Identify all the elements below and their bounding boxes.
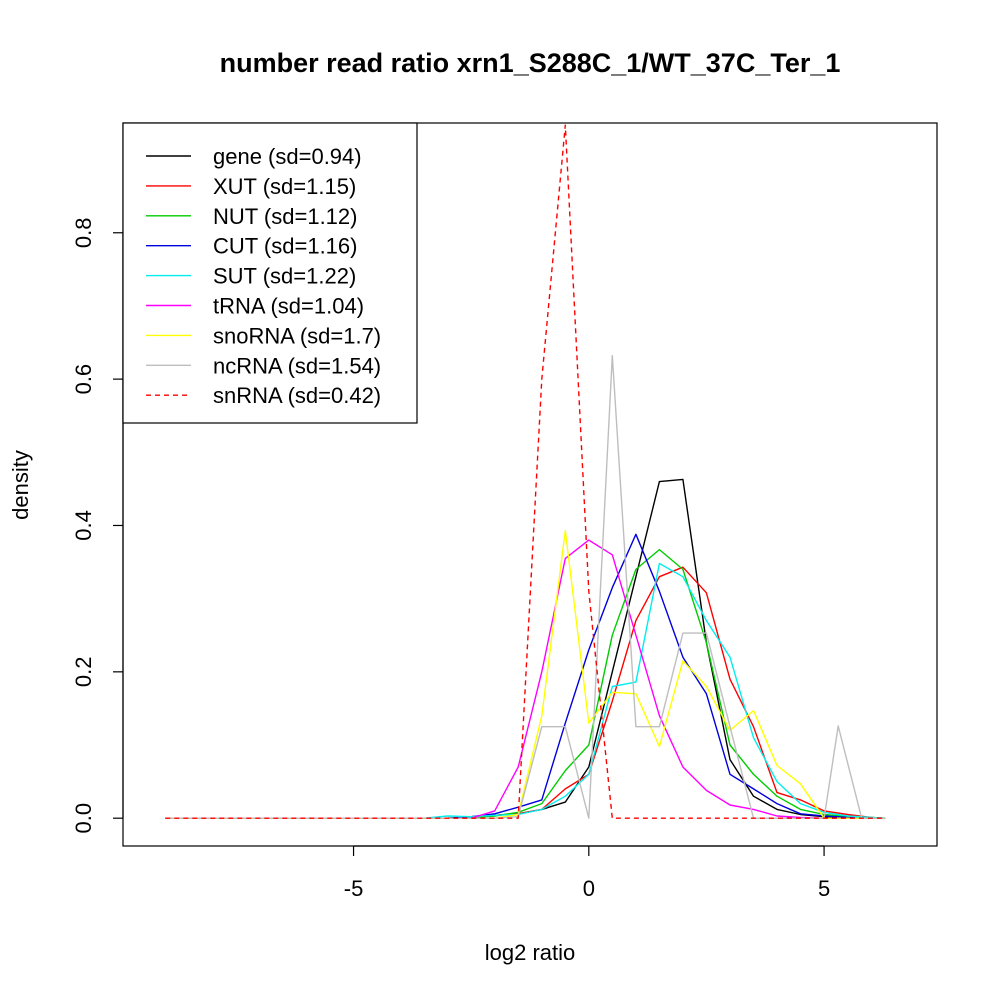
legend-entry-label: ncRNA (sd=1.54) (213, 353, 381, 378)
series-line-3 (165, 533, 886, 819)
legend-entry-label: tRNA (sd=1.04) (213, 294, 364, 319)
legend-entry-label: XUT (sd=1.15) (213, 174, 356, 199)
legend-box (122, 122, 418, 424)
y-tick-label: 0.2 (71, 657, 96, 688)
series-line-8 (165, 124, 886, 819)
y-tick-label: 0.6 (71, 364, 96, 395)
legend-entry-label: gene (sd=0.94) (213, 144, 362, 169)
x-tick-label: 5 (818, 876, 830, 901)
chart-title: number read ratio xrn1_S288C_1/WT_37C_Te… (220, 48, 841, 78)
x-axis: -5 0 5 (344, 845, 830, 901)
series-line-0 (165, 478, 886, 819)
legend-entry-label: snoRNA (sd=1.7) (213, 323, 381, 348)
series-line-4 (165, 562, 886, 819)
legend-entry-label: CUT (sd=1.16) (213, 234, 357, 259)
x-axis-label: log2 ratio (485, 940, 576, 965)
y-axis: 0.0 0.2 0.4 0.6 0.8 (71, 217, 124, 834)
series-line-7 (165, 355, 886, 819)
y-tick-label: 0.8 (71, 217, 96, 248)
x-tick-label: -5 (344, 876, 364, 901)
series-line-5 (165, 539, 886, 819)
legend-entry-label: snRNA (sd=0.42) (213, 383, 381, 408)
legend-entry-label: NUT (sd=1.12) (213, 204, 357, 229)
legend: gene (sd=0.94) XUT (sd=1.15) NUT (sd=1.12)… (122, 122, 418, 424)
y-tick-label: 0.0 (71, 803, 96, 834)
series-lines (165, 124, 886, 819)
y-tick-label: 0.4 (71, 510, 96, 541)
series-line-6 (165, 529, 886, 819)
legend-entry-label: SUT (sd=1.22) (213, 264, 356, 289)
y-axis-label: density (8, 450, 33, 520)
x-tick-label: 0 (583, 876, 595, 901)
